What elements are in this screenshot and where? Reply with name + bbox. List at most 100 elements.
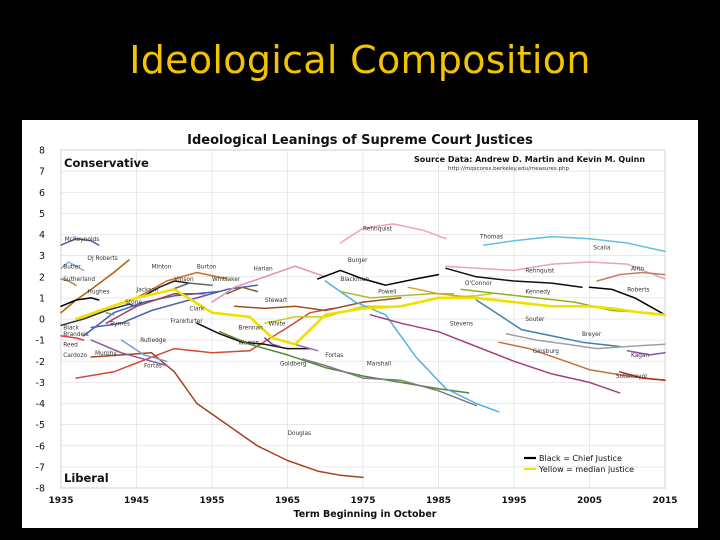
series-line-brandeis [60, 335, 85, 341]
series-line-black [75, 307, 334, 379]
y-tick-label: 3 [39, 251, 45, 262]
justice-label: Thomas [479, 235, 503, 241]
annotation-layer: McReynolds Butler OJ Roberts Sutherland Hugh… [63, 226, 649, 437]
series-line-sutherland [60, 278, 77, 286]
y-tick-label: -3 [36, 378, 45, 389]
series-line-harlan [211, 265, 327, 303]
y-tick-label: -5 [36, 420, 45, 431]
series-line-stewart [233, 297, 402, 312]
source-line-2: http://mqscores.berkeley.edu/measures.ph… [448, 166, 570, 172]
y-tick-label: 5 [39, 209, 45, 220]
series-line-vinson [143, 280, 191, 297]
justice-label: Rutledge [140, 338, 166, 344]
justice-label: Blackmun [340, 277, 369, 283]
justice-label: Douglas [288, 431, 312, 437]
x-tick-label: 1955 [199, 496, 224, 506]
justice-label: Hughes [87, 290, 109, 296]
justice-label: Breyer [582, 332, 602, 338]
legend: Black = Chief Justice Yellow = median ju… [524, 454, 634, 474]
conservative-label: Conservative [64, 156, 149, 170]
x-tick-label: 1975 [350, 496, 375, 506]
justice-label: Alito [631, 266, 644, 272]
justice-label: OJ Roberts [87, 256, 117, 262]
series-line-whittaker [226, 286, 259, 295]
series-line-marshall [301, 358, 478, 407]
justice-label: White [269, 321, 286, 327]
justice-label: Marshall [367, 361, 392, 367]
justice-label: Stevens [450, 321, 473, 327]
legend-label-median: Yellow = median justice [538, 465, 634, 474]
justice-label: Frankfurter [170, 319, 203, 325]
series-line-breyer [505, 333, 666, 350]
justice-label: Rehnquist [363, 226, 393, 232]
justice-label: Byrnes [110, 321, 130, 327]
series-line-jackson [105, 292, 206, 324]
x-axis: 1935 1945 1955 1965 1975 1985 1995 2005 2015 [48, 496, 677, 506]
justice-label: Roberts [627, 288, 649, 294]
series-layer [60, 223, 667, 479]
justice-label: Ginsburg [533, 349, 559, 355]
justice-label: Brandeis [63, 332, 88, 338]
justice-label: O'Connor [465, 281, 493, 287]
series-line-oj-roberts [60, 259, 130, 314]
x-tick-label: 1945 [124, 496, 149, 506]
justice-label: Warren [238, 340, 259, 346]
slide-title: Ideological Composition [129, 38, 591, 82]
series-line-rutledge [120, 339, 168, 363]
series-line-kagan [626, 349, 666, 356]
justice-label: Murphy [95, 351, 117, 357]
source-line-1: Source Data: Andrew D. Martin and Kevin … [414, 155, 645, 164]
y-tick-label: 0 [39, 315, 45, 326]
justice-label: Fortas [325, 353, 343, 359]
series-line-thomas [483, 235, 666, 253]
series-line-median [74, 288, 667, 346]
y-tick-label: -4 [36, 399, 45, 410]
chart-title: Ideological Leanings of Supreme Court Ju… [187, 133, 533, 148]
justice-label: Brennan [238, 326, 263, 332]
x-tick-label: 1985 [426, 496, 451, 506]
series-line-hughes [60, 297, 100, 308]
justice-label: Reed [63, 342, 78, 348]
y-tick-label: 7 [39, 167, 45, 178]
series-line-scalia [445, 261, 666, 280]
y-tick-label: 6 [39, 188, 45, 199]
y-axis: -8 -7 -6 -5 -4 -3 -2 -1 0 1 2 3 4 5 6 7 8 [36, 146, 45, 495]
series-line-mcreynolds [60, 237, 100, 246]
x-axis-label: Term Beginning in October [294, 509, 437, 520]
legend-label-chief: Black = Chief Justice [539, 454, 622, 463]
series-line-alito [596, 271, 666, 282]
justice-label: Stone [125, 300, 142, 306]
justice-label: Rehnquist [525, 269, 555, 275]
justice-label: Black [63, 326, 79, 332]
series-line-murphy [90, 339, 168, 367]
series-line-byrnes [105, 311, 115, 316]
justice-label: Sutherland [63, 277, 95, 283]
justice-label: Cardozo [63, 353, 87, 359]
x-tick-label: 1965 [275, 496, 300, 506]
series-line-ginsburg [498, 341, 666, 382]
justice-label: Burton [197, 264, 217, 270]
x-tick-label: 2015 [652, 496, 677, 506]
series-line-burton [135, 271, 228, 299]
justice-label: Powell [378, 290, 397, 296]
series-line-souter [475, 299, 621, 348]
series-line-warren [196, 322, 311, 350]
series-line-blackmun [324, 280, 500, 413]
justice-label: Fortas [144, 364, 162, 370]
justice-label: Sotomayor [616, 374, 648, 380]
x-tick-label: 2005 [577, 496, 602, 506]
justice-label: Goldberg [280, 361, 307, 367]
justice-label: Harlan [254, 266, 273, 272]
series-line-rehnquist-cj- [445, 267, 583, 289]
y-tick-label: -6 [36, 441, 45, 452]
series-line-burger [316, 269, 440, 286]
chart: Ideological Leanings of Supreme Court Ju… [36, 133, 678, 520]
series-line-rehnquist [339, 223, 447, 244]
y-tick-label: -1 [36, 336, 45, 347]
series-line-sotomayor [618, 371, 666, 382]
justice-label: Stewart [265, 298, 288, 304]
series-line-stevens [369, 314, 621, 394]
y-tick-label: -7 [36, 462, 45, 473]
y-tick-label: 1 [39, 293, 45, 304]
justice-label: Scalia [593, 245, 611, 251]
